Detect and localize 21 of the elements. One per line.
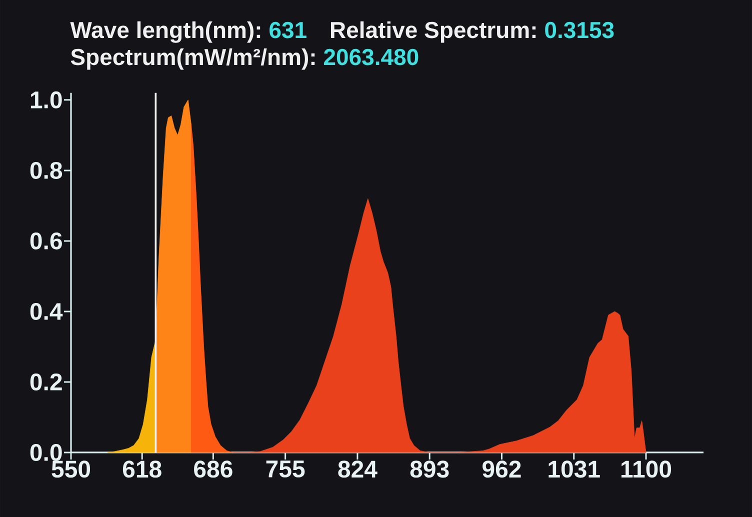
y-tick-label: 0.2 [30,373,62,390]
text: Wave length(nm): [70,21,260,43]
x-tick-label: 824 [338,460,378,478]
x-tick-label: 686 [194,460,232,478]
x-tick-label: 618 [122,460,162,478]
text: 631 [270,22,306,38]
y-tick-label: 1.0 [30,91,62,108]
y-tick-label: 0.8 [30,162,62,179]
y-tick-label: 0.0 [30,444,62,461]
text: Spectrum(mW/m²/nm): [70,48,315,70]
x-tick-label: 962 [482,460,521,478]
text: 2063.480 [324,48,418,66]
x-tick-label: 755 [266,460,305,478]
x-tick-label: 1100 [621,460,672,478]
x-tick-label: 550 [52,460,90,478]
text: 0.3153 [545,22,614,38]
x-tick-label: 893 [410,460,449,478]
y-tick-label: 0.6 [30,232,62,250]
text: Relative Spectrum: [330,21,536,43]
y-tick-label: 0.4 [30,302,63,320]
x-tick-label: 1031 [548,460,600,478]
